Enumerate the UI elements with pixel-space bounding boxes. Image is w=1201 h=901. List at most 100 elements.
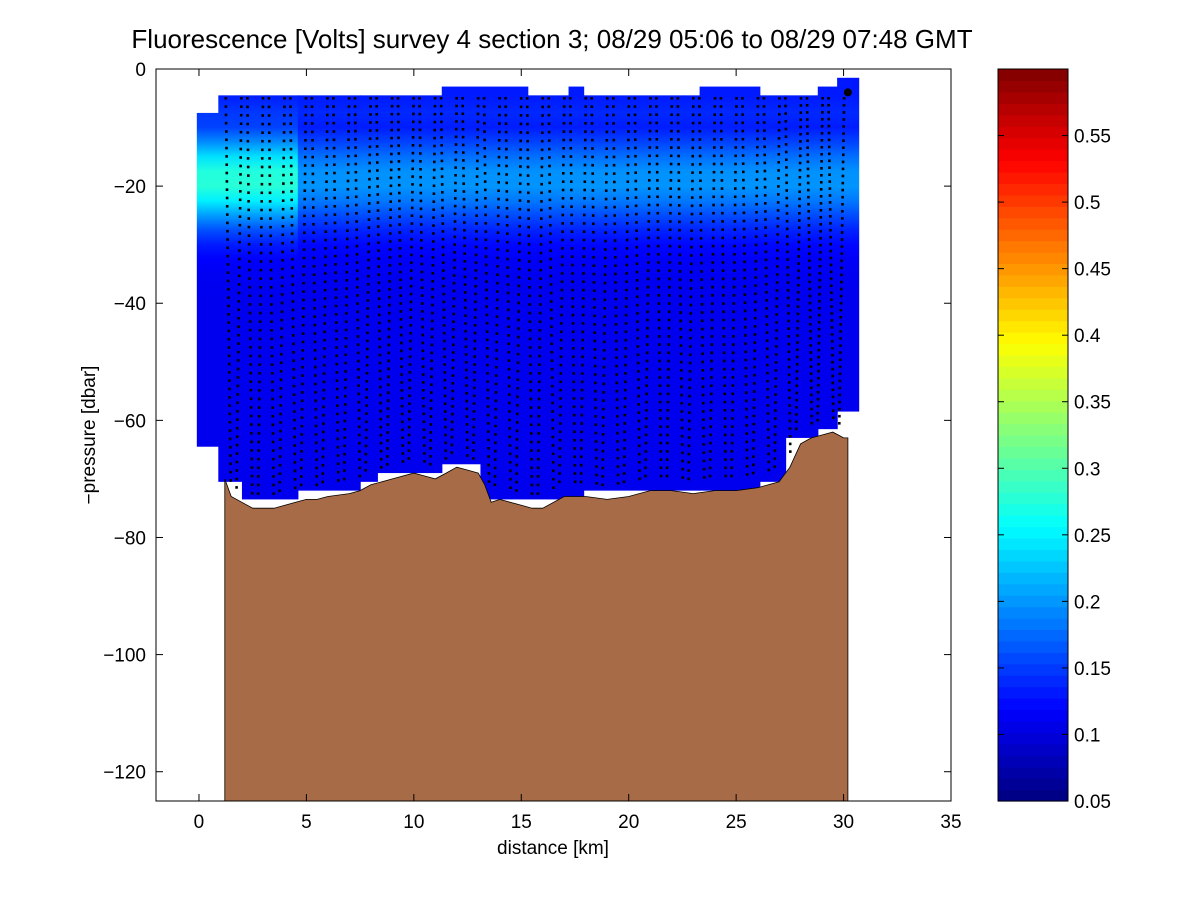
profile-sample <box>548 207 552 210</box>
profile-sample <box>430 351 434 355</box>
profile-sample <box>454 143 458 146</box>
profile-sample <box>595 482 598 485</box>
profile-sample <box>387 319 391 323</box>
profile-sample <box>657 261 660 264</box>
colorbar-band <box>998 435 1068 448</box>
profile-sample <box>238 223 242 227</box>
profile-sample <box>819 244 822 247</box>
profile-sample <box>842 104 846 107</box>
profile-sample <box>821 97 824 100</box>
profile-sample <box>646 310 649 314</box>
profile-sample <box>708 466 712 470</box>
profile-sample <box>461 120 465 123</box>
profile-sample <box>635 221 638 224</box>
profile-cast <box>838 97 846 425</box>
profile-sample <box>246 97 249 100</box>
profile-sample <box>270 337 274 341</box>
profile-sample <box>291 266 294 269</box>
profile-sample <box>562 105 566 108</box>
profile-sample <box>452 328 455 331</box>
profile-sample <box>333 171 336 175</box>
profile-sample <box>818 272 822 275</box>
profile-sample <box>227 329 231 333</box>
profile-sample <box>247 251 251 255</box>
profile-sample <box>357 409 361 412</box>
profile-sample <box>633 97 637 100</box>
profile-sample <box>594 398 597 401</box>
profile-sample <box>699 195 702 199</box>
profile-sample <box>443 355 446 358</box>
profile-sample <box>637 386 640 390</box>
profile-sample <box>582 272 585 275</box>
profile-sample <box>561 213 565 217</box>
profile-sample <box>507 384 511 388</box>
profile-sample <box>389 208 392 211</box>
profile-sample <box>388 288 391 291</box>
profile-sample <box>593 331 596 334</box>
profile-sample <box>840 266 843 270</box>
profile-sample <box>235 435 239 438</box>
profile-sample <box>237 333 240 337</box>
profile-sample <box>670 146 673 149</box>
profile-sample <box>379 433 383 437</box>
profile-sample <box>466 446 469 449</box>
profile-sample <box>441 206 444 210</box>
profile-sample <box>325 172 328 175</box>
profile-sample <box>584 97 588 100</box>
profile-sample <box>594 431 598 435</box>
profile-sample <box>465 438 469 442</box>
colorbar-band <box>998 343 1068 356</box>
profile-sample <box>536 475 540 478</box>
profile-sample <box>669 187 672 190</box>
profile-sample <box>657 294 661 297</box>
profile-sample <box>401 452 405 455</box>
profile-sample <box>743 244 746 247</box>
profile-sample <box>806 181 810 185</box>
profile-sample <box>756 97 760 100</box>
profile-sample <box>799 104 803 107</box>
profile-sample <box>548 215 552 219</box>
profile-sample <box>508 452 512 456</box>
profile-sample <box>236 426 239 430</box>
profile-sample <box>799 132 802 136</box>
profile-sample <box>433 144 436 148</box>
profile-sample <box>386 407 390 410</box>
profile-sample <box>678 261 682 265</box>
profile-sample <box>517 310 520 313</box>
profile-sample <box>549 257 552 261</box>
profile-sample <box>569 163 573 167</box>
profile-sample <box>701 385 705 389</box>
profile-sample <box>355 236 359 240</box>
colorbar-band <box>998 698 1068 711</box>
profile-sample <box>623 447 626 450</box>
profile-sample <box>724 441 727 445</box>
profile-sample <box>721 261 725 264</box>
profile-sample <box>226 271 230 274</box>
profile-sample <box>540 217 543 220</box>
profile-sample <box>498 122 501 125</box>
profile-sample <box>247 191 250 194</box>
profile-sample <box>580 380 584 384</box>
profile-sample <box>366 307 370 310</box>
profile-sample <box>312 256 316 260</box>
profile-sample <box>346 163 350 166</box>
profile-sample <box>246 139 250 143</box>
profile-sample <box>378 353 382 357</box>
profile-sample <box>283 114 286 117</box>
profile-sample <box>325 147 329 150</box>
profile-sample <box>249 337 252 340</box>
profile-sample <box>464 314 467 317</box>
profile-sample <box>496 214 500 218</box>
profile-sample <box>712 170 716 174</box>
profile-sample <box>692 105 695 108</box>
profile-sample <box>637 427 641 431</box>
profile-sample <box>562 130 566 133</box>
profile-sample <box>646 326 649 330</box>
profile-sample <box>742 186 745 190</box>
profile-sample <box>507 342 510 346</box>
profile-sample <box>379 441 383 445</box>
profile-sample <box>537 432 540 435</box>
profile-sample <box>396 112 400 116</box>
profile-sample <box>636 312 639 315</box>
profile-sample <box>300 399 304 403</box>
